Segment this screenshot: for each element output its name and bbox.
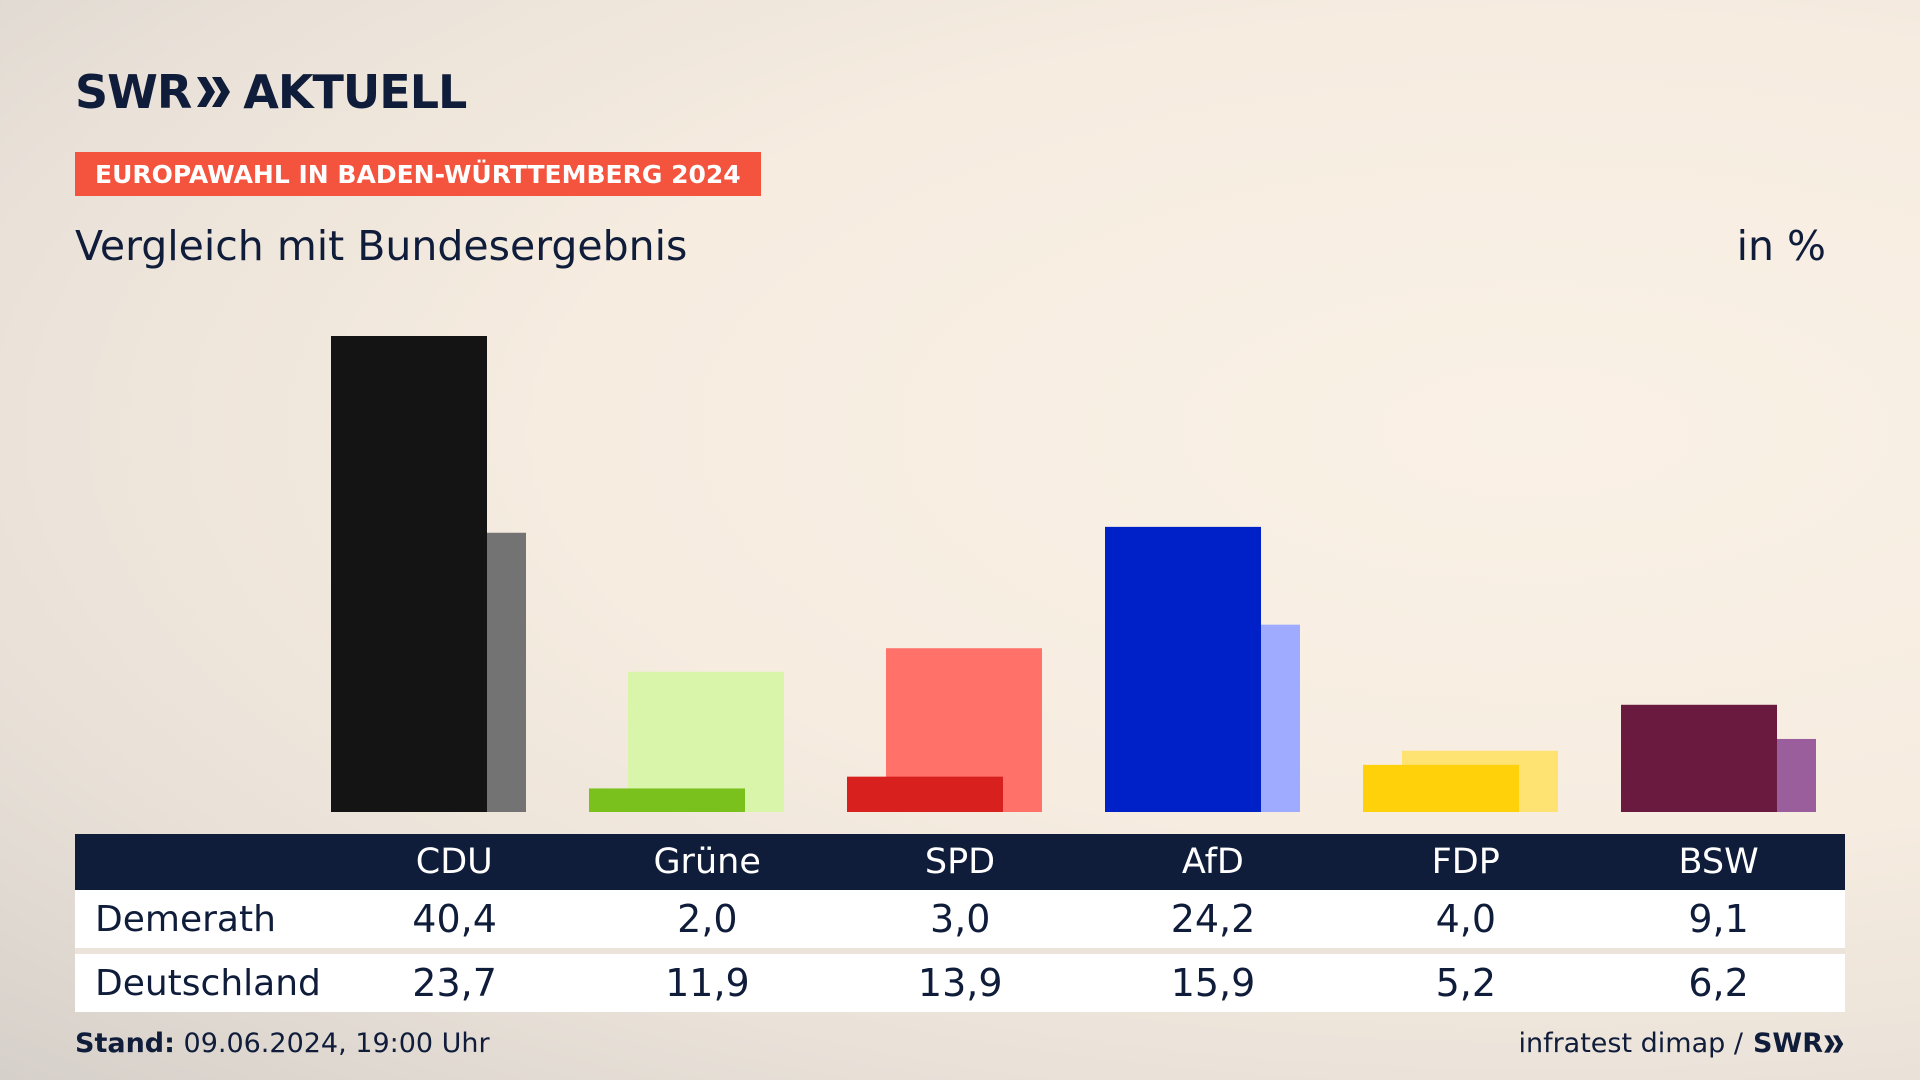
bar-demerath-afd xyxy=(1105,526,1261,812)
election-badge: EUROPAWAHL IN BADEN-WÜRTTEMBERG 2024 xyxy=(75,152,761,196)
source-text: infratest dimap / xyxy=(1518,1028,1743,1059)
bar-demerath-bsw xyxy=(1621,704,1777,812)
bar-demerath-spd xyxy=(847,776,1003,812)
mini-swr-logo: SWR xyxy=(1753,1028,1845,1059)
row-label-demerath: Demerath xyxy=(95,898,276,940)
swr-aktuell-logo: SWR AKTUELL xyxy=(75,65,467,119)
value-deutschland-spd: 13,9 xyxy=(917,961,1003,1005)
mini-double-chevron-icon xyxy=(1824,1034,1844,1053)
logo-aktuell-text: AKTUELL xyxy=(243,65,467,119)
value-demerath-afd: 24,2 xyxy=(1170,897,1256,941)
header-cdu: CDU xyxy=(415,842,493,882)
stand-footer: Stand: 09.06.2024, 19:00 Uhr xyxy=(75,1028,490,1059)
logo-swr-text: SWR xyxy=(75,65,192,119)
table-row-deutschland: Deutschland 23,7 11,9 13,9 15,9 5,2 6,2 xyxy=(75,954,1845,1012)
bar-demerath-gruene xyxy=(589,788,745,812)
bar-demerath-cdu xyxy=(331,336,487,812)
results-table: CDU Grüne SPD AfD FDP BSW Demerath 40,4 … xyxy=(75,834,1845,1012)
unit-label: in % xyxy=(1736,222,1826,270)
value-deutschland-fdp: 5,2 xyxy=(1435,961,1496,1005)
header-gruene: Grüne xyxy=(653,842,761,882)
value-demerath-spd: 3,0 xyxy=(929,897,991,941)
bar-demerath-fdp xyxy=(1363,764,1519,812)
value-deutschland-gruene: 11,9 xyxy=(665,961,750,1005)
value-demerath-bsw: 9,1 xyxy=(1688,897,1749,941)
mini-swr-text: SWR xyxy=(1752,1028,1823,1059)
header-afd: AfD xyxy=(1181,842,1244,882)
source-footer: infratest dimap / SWR xyxy=(1518,1028,1845,1059)
value-demerath-fdp: 4,0 xyxy=(1435,897,1496,941)
value-demerath-gruene: 2,0 xyxy=(677,897,738,941)
chart-subtitle: Vergleich mit Bundesergebnis xyxy=(75,222,688,270)
value-deutschland-afd: 15,9 xyxy=(1170,961,1256,1005)
stand-value: 09.06.2024, 19:00 Uhr xyxy=(183,1028,490,1059)
table-header-row: CDU Grüne SPD AfD FDP BSW xyxy=(75,834,1845,890)
table-row-demerath: Demerath 40,4 2,0 3,0 24,2 4,0 9,1 xyxy=(75,890,1845,954)
row-label-deutschland: Deutschland xyxy=(95,962,321,1004)
header-fdp: FDP xyxy=(1431,842,1500,882)
double-chevron-icon xyxy=(197,77,231,107)
value-deutschland-cdu: 23,7 xyxy=(412,961,497,1005)
stand-label: Stand: xyxy=(75,1028,175,1059)
value-demerath-cdu: 40,4 xyxy=(412,897,497,941)
header-bsw: BSW xyxy=(1678,842,1759,882)
value-deutschland-bsw: 6,2 xyxy=(1688,961,1749,1005)
header-spd: SPD xyxy=(924,842,996,882)
bar-chart xyxy=(331,336,1816,812)
